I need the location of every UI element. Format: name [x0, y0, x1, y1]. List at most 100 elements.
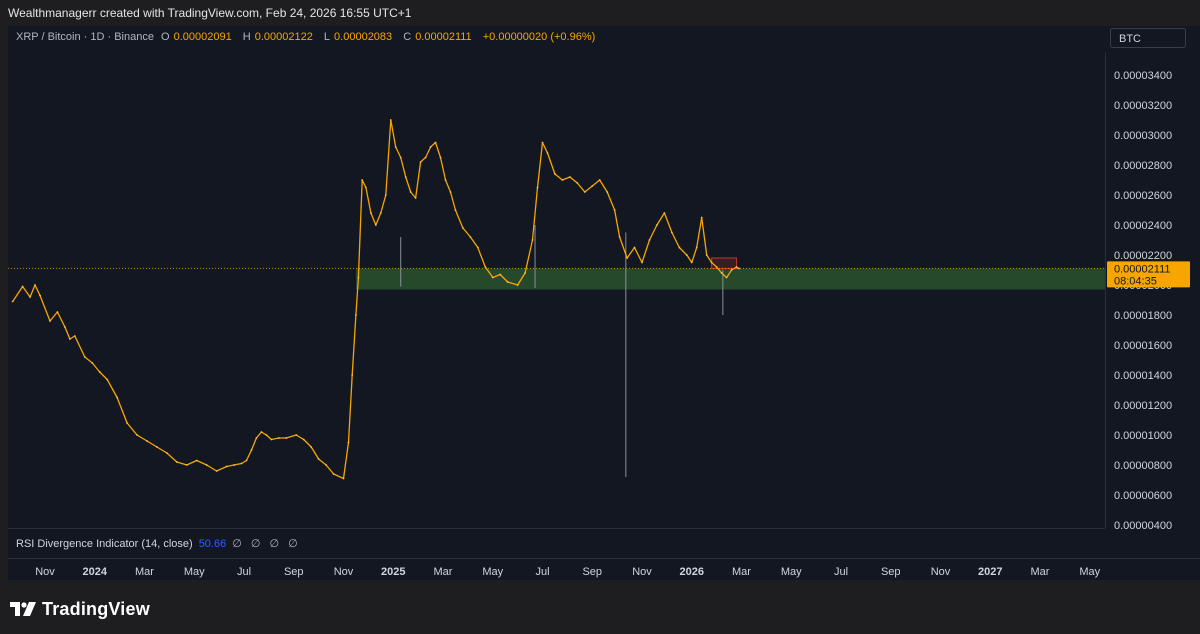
- price-point: [738, 267, 740, 270]
- rsi-title[interactable]: RSI Divergence Indicator (14, close): [16, 538, 193, 550]
- price-point: [357, 276, 360, 279]
- x-tick-label: Nov: [35, 566, 55, 578]
- y-tick-label: 0.00002600: [1114, 190, 1172, 202]
- price-point: [225, 465, 228, 468]
- price-point: [424, 156, 427, 159]
- price-point: [439, 156, 442, 159]
- price-point: [68, 338, 71, 340]
- price-point: [295, 434, 298, 436]
- x-tick-label: Jul: [237, 566, 251, 578]
- price-point: [444, 179, 447, 181]
- rsi-legend: RSI Divergence Indicator (14, close) 50.6…: [16, 537, 301, 550]
- price-point: [116, 396, 119, 399]
- chart-panel[interactable]: [8, 26, 1200, 580]
- price-point: [317, 458, 320, 460]
- price-point: [419, 161, 422, 163]
- price-point: [561, 179, 564, 181]
- price-point: [175, 461, 178, 463]
- tradingview-logo-icon: [10, 602, 36, 616]
- price-axis-divider: [1105, 52, 1106, 528]
- price-point: [399, 156, 402, 159]
- price-point: [546, 152, 549, 154]
- price-point: [260, 431, 263, 433]
- rsi-divider[interactable]: [8, 528, 1105, 529]
- price-point: [670, 231, 673, 234]
- change-value: +0.00000020 (+0.96%): [482, 31, 596, 43]
- price-point: [364, 186, 367, 189]
- price-point: [73, 335, 76, 337]
- price-point: [583, 191, 586, 193]
- support-zone: [355, 268, 1105, 290]
- price-point: [310, 446, 313, 448]
- y-tick-label: 0.00003200: [1114, 100, 1172, 112]
- x-tick-label: Mar: [1031, 566, 1050, 578]
- price-point: [106, 378, 109, 381]
- price-point: [64, 326, 66, 328]
- price-point: [663, 212, 666, 214]
- price-point: [531, 239, 534, 241]
- price-point: [469, 236, 472, 238]
- price-point: [347, 441, 350, 444]
- price-point: [332, 473, 335, 475]
- price-point: [156, 446, 158, 448]
- price-point: [374, 224, 377, 226]
- rsi-empty-values: ∅ ∅ ∅ ∅: [232, 538, 301, 550]
- price-point: [536, 186, 539, 189]
- price-point: [342, 477, 345, 480]
- last-price-countdown: 08:04:35: [1114, 275, 1157, 287]
- price-point: [404, 176, 407, 178]
- tradingview-logo[interactable]: TradingView: [10, 598, 150, 620]
- x-tick-label: Nov: [931, 566, 951, 578]
- price-point: [146, 440, 148, 442]
- price-point: [126, 422, 128, 424]
- x-tick-label: Mar: [434, 566, 453, 578]
- price-point: [255, 437, 258, 439]
- price-point: [499, 273, 502, 276]
- last-price-value: 0.00002111: [1114, 263, 1170, 275]
- price-point: [554, 173, 556, 175]
- price-point: [434, 141, 437, 144]
- price-point: [205, 464, 208, 466]
- price-point: [700, 216, 703, 219]
- y-tick-label: 0.00000400: [1114, 520, 1172, 532]
- x-tick-label: Sep: [582, 566, 602, 578]
- x-tick-label: Jul: [834, 566, 848, 578]
- price-point: [29, 296, 31, 298]
- last-price-tag: [1107, 261, 1190, 288]
- price-point: [83, 356, 86, 358]
- x-tick-label: Jul: [535, 566, 549, 578]
- price-point: [369, 212, 372, 214]
- x-tick-label: Sep: [881, 566, 901, 578]
- price-point: [626, 257, 628, 259]
- price-point: [270, 438, 273, 441]
- low-value: 0.00002083: [334, 31, 393, 43]
- x-tick-label: 2026: [680, 566, 704, 578]
- y-tick-label: 0.00000800: [1114, 460, 1172, 472]
- price-point: [98, 371, 101, 373]
- currency-button[interactable]: BTC: [1110, 28, 1186, 48]
- y-tick-label: 0.00001600: [1114, 340, 1172, 352]
- price-point: [215, 470, 218, 472]
- low-label: L: [323, 31, 331, 43]
- price-point: [476, 246, 479, 249]
- price-point: [21, 285, 24, 288]
- price-point: [285, 437, 288, 439]
- price-point: [11, 300, 14, 303]
- y-tick-label: 0.00002400: [1114, 220, 1172, 232]
- price-point: [414, 197, 417, 199]
- price-point: [690, 261, 693, 264]
- price-point: [710, 261, 713, 264]
- price-point: [302, 438, 305, 441]
- price-point: [506, 281, 509, 283]
- brand-name: TradingView: [42, 598, 150, 619]
- high-label: H: [242, 31, 251, 43]
- price-point: [591, 185, 594, 187]
- symbol-name[interactable]: XRP / Bitcoin · 1D · Binance: [16, 31, 154, 43]
- price-point: [678, 246, 681, 249]
- price-point: [91, 362, 94, 364]
- price-point: [695, 246, 698, 249]
- price-point: [462, 227, 464, 229]
- price-point: [39, 294, 41, 297]
- y-tick-label: 0.00001800: [1114, 310, 1172, 322]
